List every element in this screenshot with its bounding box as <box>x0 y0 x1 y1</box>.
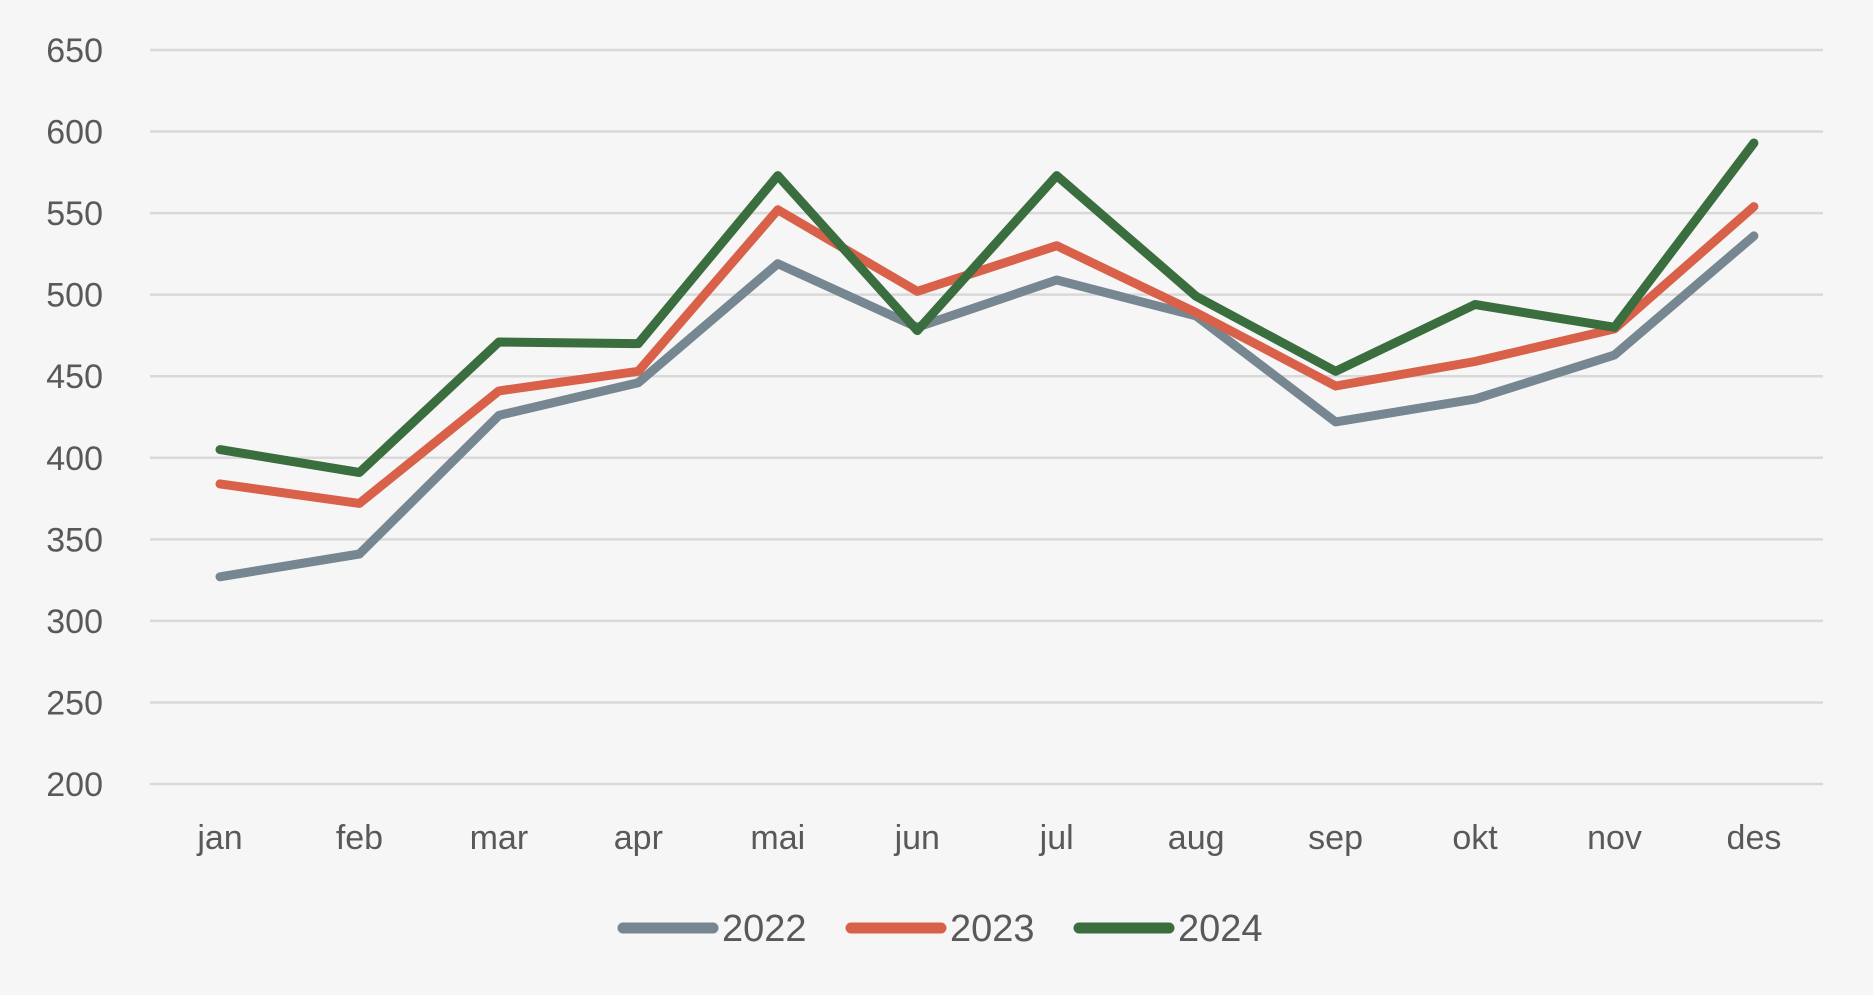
data-point-2022-jan <box>218 574 222 579</box>
data-point-2022-mar <box>496 413 501 418</box>
data-point-2023-sep <box>1333 384 1338 389</box>
x-tick-label: des <box>1727 819 1782 857</box>
x-tick-label: apr <box>614 819 663 857</box>
data-point-2024-nov <box>1612 325 1617 330</box>
y-tick-label: 450 <box>46 358 103 396</box>
data-point-2023-apr <box>636 369 641 374</box>
y-axis-tick-labels: 200 250 300 350 400 450 500 550 600 650 <box>46 32 103 804</box>
x-tick-label: nov <box>1587 819 1642 857</box>
data-point-2023-mai <box>775 207 780 212</box>
y-tick-label: 600 <box>46 114 103 152</box>
data-point-2024-okt <box>1473 302 1478 307</box>
data-point-2023-jul <box>1054 243 1059 248</box>
data-point-2022-jul <box>1054 277 1059 282</box>
data-point-2023-jan <box>218 481 222 486</box>
data-point-2024-jan <box>218 447 222 452</box>
y-tick-label: 300 <box>46 603 103 641</box>
x-tick-label: okt <box>1452 819 1498 857</box>
data-point-2022-nov <box>1612 353 1617 358</box>
gridlines <box>150 48 1823 786</box>
legend-label: 2024 <box>1178 908 1263 950</box>
y-tick-label: 350 <box>46 521 103 559</box>
data-point-2023-mar <box>496 388 501 393</box>
data-point-2024-jul <box>1054 173 1059 178</box>
data-point-2024-jun <box>915 328 920 333</box>
x-tick-label: jun <box>894 819 940 857</box>
data-point-2023-des <box>1751 204 1756 209</box>
data-point-2024-sep <box>1333 369 1338 374</box>
y-tick-label: 550 <box>46 195 103 233</box>
data-point-2024-aug <box>1194 294 1199 299</box>
series-lines <box>215 138 1759 582</box>
series-line-2023 <box>215 202 1759 508</box>
data-point-2023-jun <box>915 289 920 294</box>
y-tick-label: 400 <box>46 440 103 478</box>
data-point-2023-aug <box>1194 310 1199 315</box>
series-line-2024 <box>215 138 1759 477</box>
x-tick-label: mai <box>750 819 805 857</box>
y-tick-label: 650 <box>46 32 103 70</box>
x-tick-label: aug <box>1168 819 1225 857</box>
data-point-2023-okt <box>1473 359 1478 364</box>
data-point-2024-des <box>1751 140 1756 145</box>
data-point-2022-mai <box>775 261 780 266</box>
x-tick-label: mar <box>470 819 529 857</box>
x-tick-label: jan <box>196 819 242 857</box>
legend-item-2023: 2023 <box>845 908 1035 950</box>
legend-label: 2023 <box>950 908 1035 950</box>
x-tick-label: jul <box>1039 819 1074 857</box>
data-point-2022-apr <box>636 380 641 385</box>
data-point-2023-feb <box>357 501 362 506</box>
y-tick-label: 200 <box>46 766 103 804</box>
data-point-2022-okt <box>1473 397 1478 402</box>
data-point-2022-sep <box>1333 419 1338 424</box>
data-point-2022-feb <box>357 552 362 557</box>
x-axis-tick-labels: jan feb mar apr mai jun jul aug sep okt nov des <box>196 819 1781 857</box>
x-tick-label: feb <box>336 819 383 857</box>
data-point-2024-mai <box>775 173 780 178</box>
legend-item-2024: 2024 <box>1073 908 1263 950</box>
data-point-2022-des <box>1751 233 1756 238</box>
data-point-2024-feb <box>357 470 362 475</box>
data-point-2024-apr <box>636 341 641 346</box>
series-line-2022 <box>215 231 1759 582</box>
legend-item-2022: 2022 <box>617 908 807 950</box>
data-point-2024-mar <box>496 339 501 344</box>
y-tick-label: 250 <box>46 684 103 722</box>
x-tick-label: sep <box>1308 819 1363 857</box>
y-tick-label: 500 <box>46 277 103 315</box>
legend: 2022 2023 2024 <box>617 908 1263 950</box>
legend-label: 2022 <box>722 908 807 950</box>
